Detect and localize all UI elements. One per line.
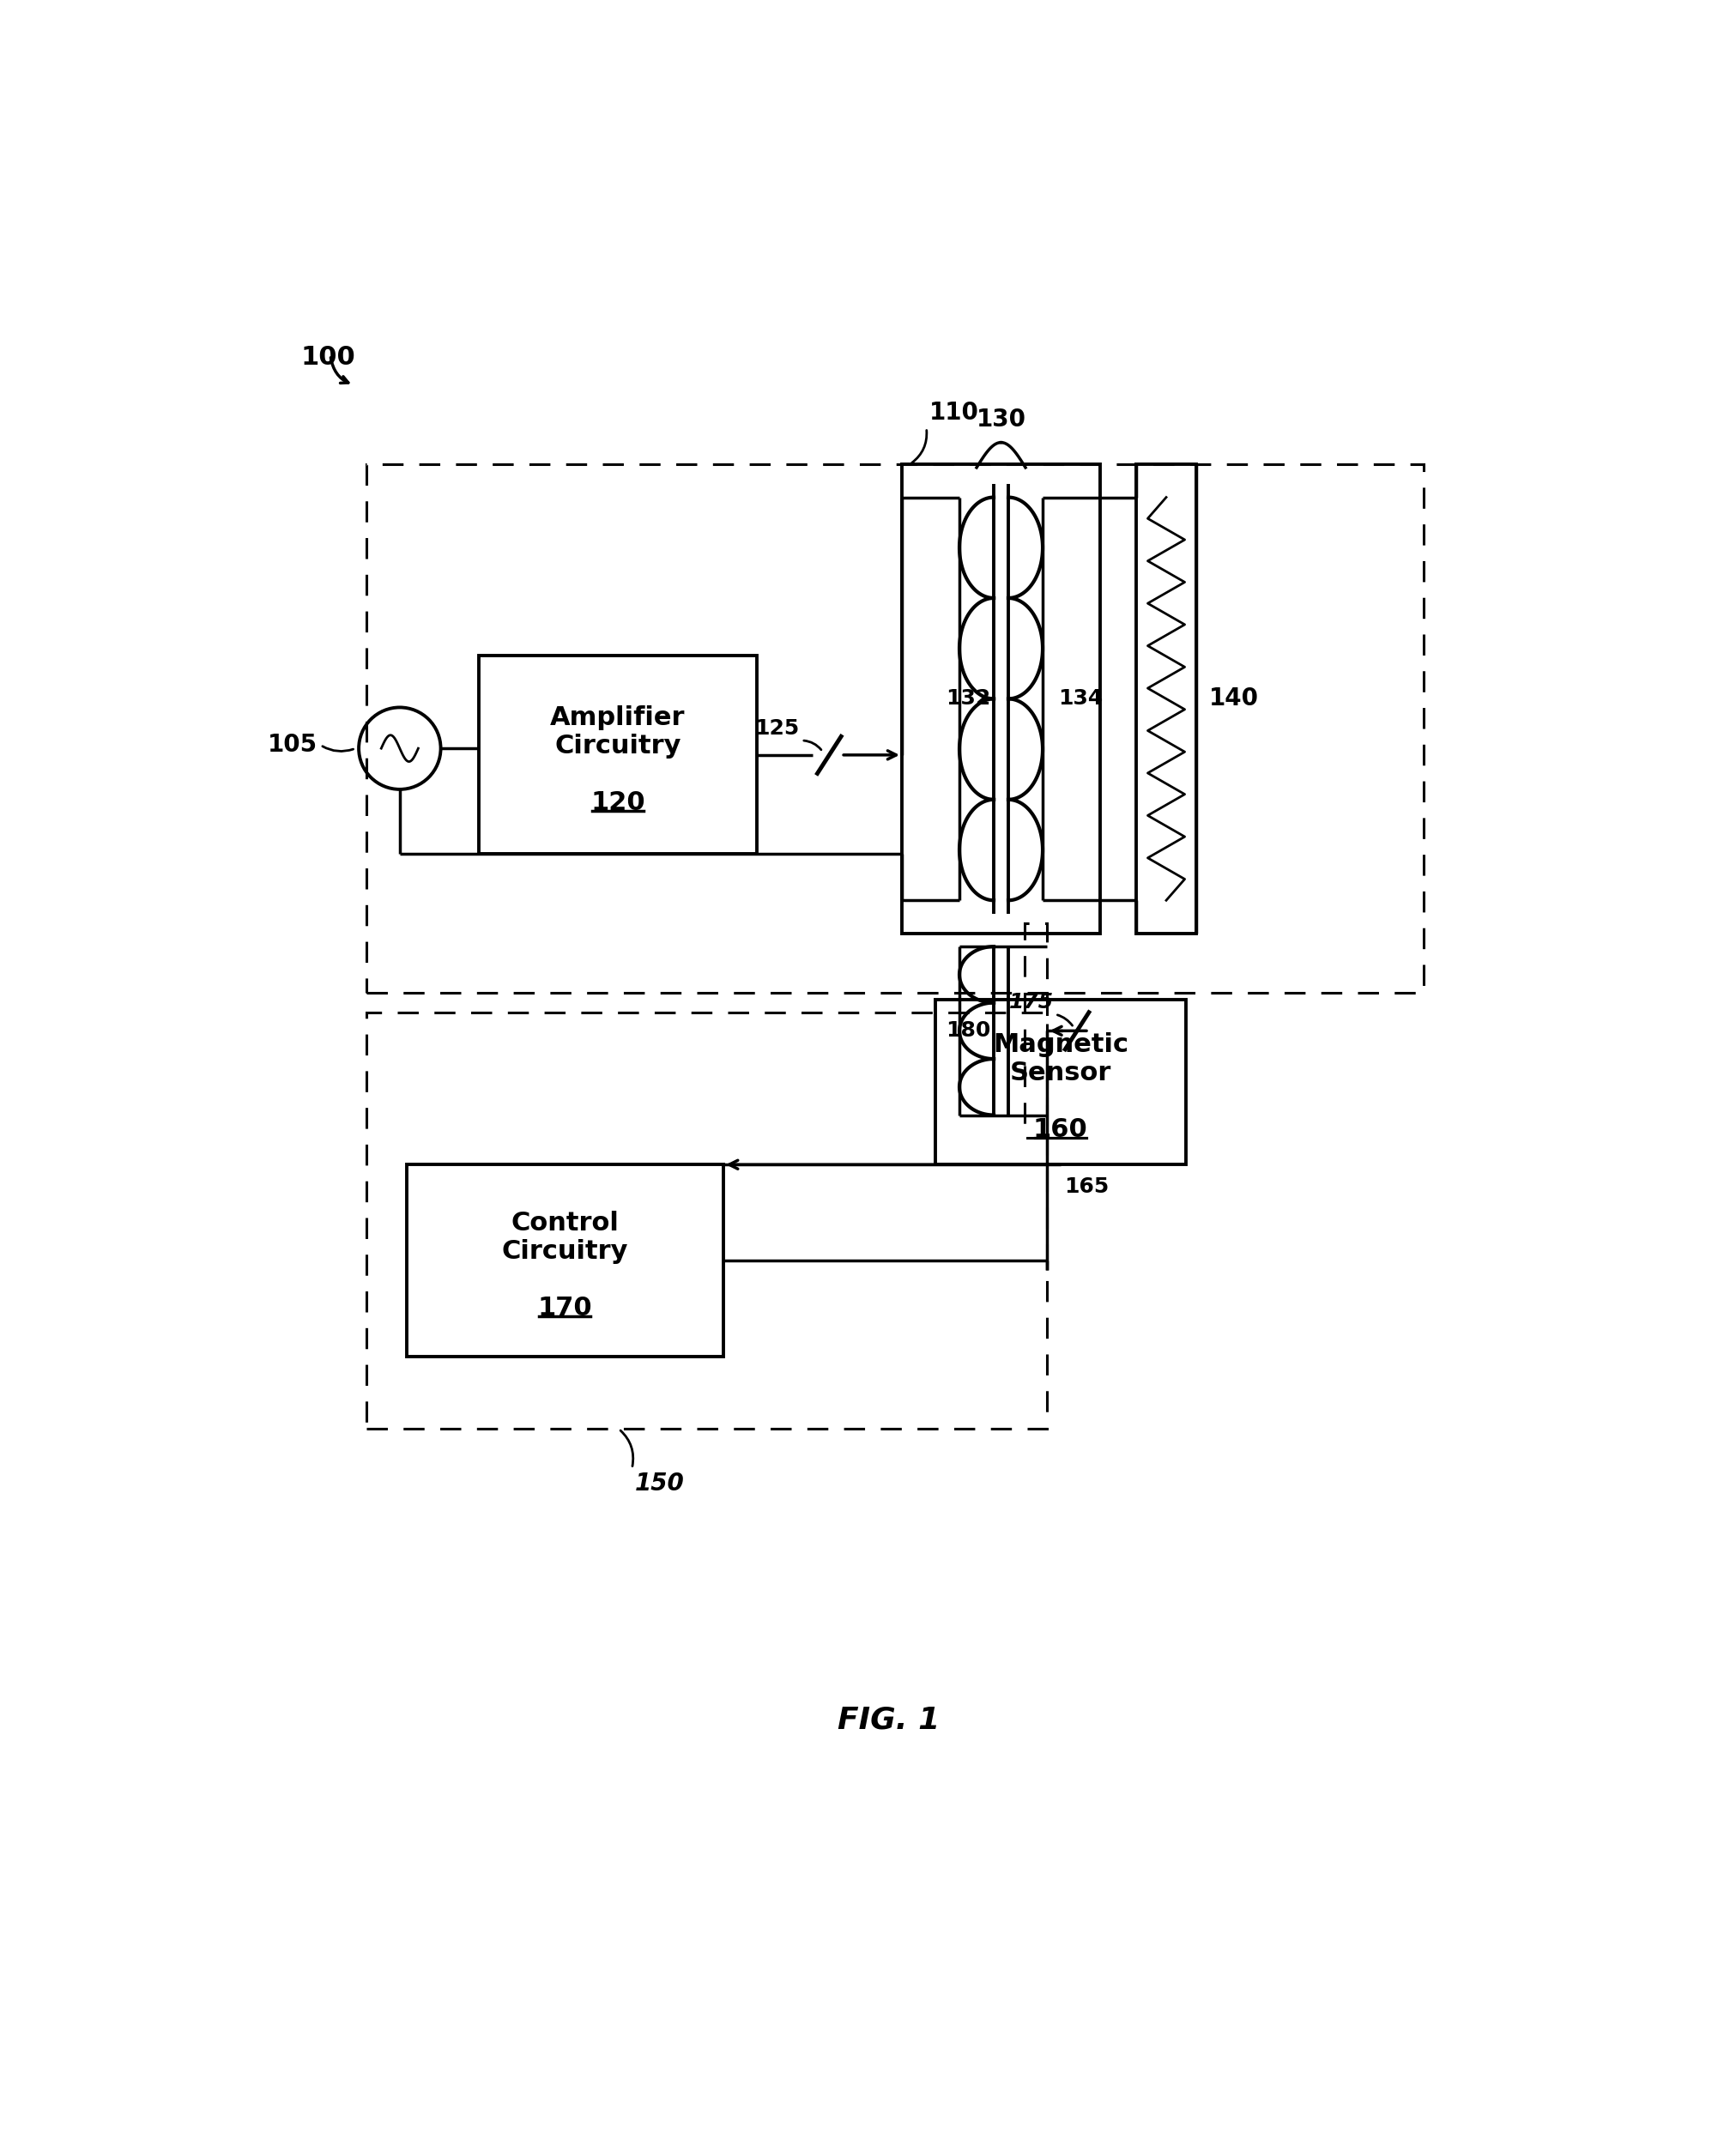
Text: 130: 130 (976, 407, 1026, 432)
Text: Magnetic
Sensor: Magnetic Sensor (993, 1031, 1128, 1085)
Text: 120: 120 (590, 790, 646, 815)
Text: 150: 150 (635, 1472, 684, 1496)
Text: FIG. 1: FIG. 1 (837, 1706, 939, 1733)
Text: 105: 105 (267, 734, 318, 758)
Text: 170: 170 (538, 1295, 592, 1320)
Text: 132: 132 (946, 689, 991, 708)
Text: 110: 110 (930, 400, 979, 424)
Text: 140: 140 (1210, 687, 1259, 710)
Text: 180: 180 (946, 1021, 991, 1042)
Text: 160: 160 (1033, 1117, 1088, 1143)
Text: 165: 165 (1064, 1177, 1109, 1196)
Text: Amplifier
Circuitry: Amplifier Circuitry (550, 704, 686, 760)
Text: 175: 175 (1009, 991, 1054, 1012)
Text: 125: 125 (755, 717, 800, 738)
Text: 134: 134 (1057, 689, 1102, 708)
Text: 100: 100 (300, 345, 356, 370)
Text: Control
Circuitry: Control Circuitry (502, 1211, 628, 1265)
